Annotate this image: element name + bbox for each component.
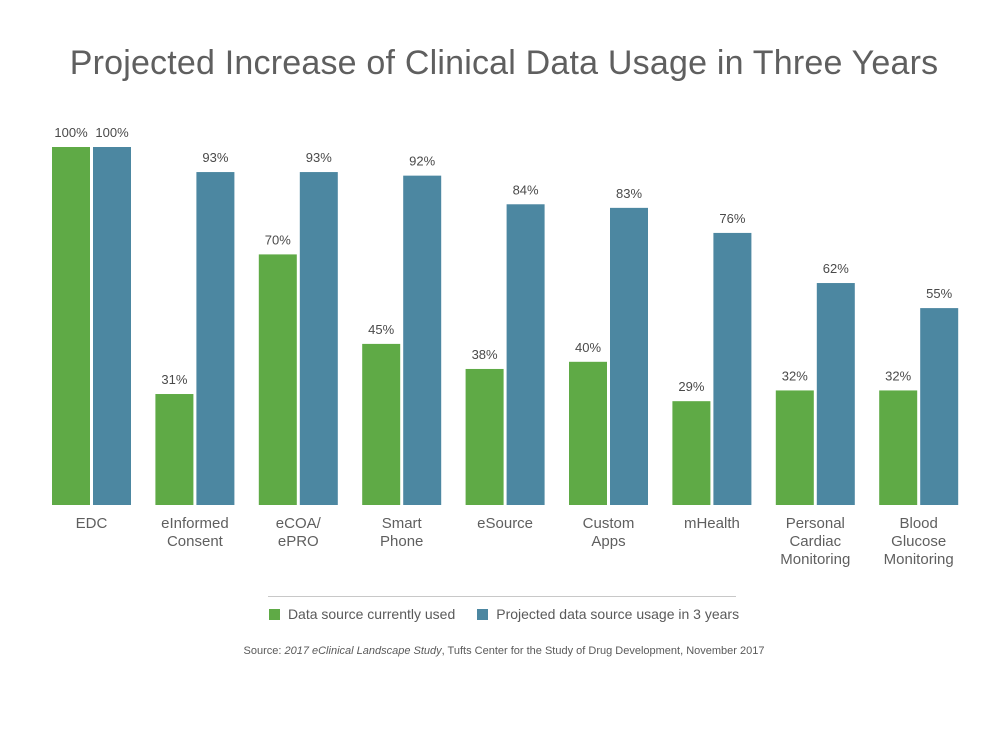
- category-label: Smart Phone: [380, 515, 423, 550]
- bar-group: 29% 76% mHealth: [672, 211, 752, 532]
- data-label-current: 31%: [161, 372, 187, 387]
- data-label-current: 70%: [265, 232, 291, 247]
- category-label-line: Monitoring: [780, 551, 850, 568]
- category-label-line: Phone: [380, 533, 423, 550]
- legend-divider: [268, 596, 736, 597]
- category-label: eSource: [477, 515, 533, 532]
- bar-current: [879, 390, 918, 505]
- bar-projected: [196, 172, 235, 505]
- bar-group: 32% 55% Blood Glucose Monitoring: [879, 286, 959, 568]
- category-label-line: mHealth: [684, 515, 740, 532]
- category-label: eCOA/ePRO: [276, 515, 322, 550]
- bar-projected: [920, 308, 959, 505]
- data-label-projected: 93%: [202, 150, 228, 165]
- category-label: mHealth: [684, 515, 740, 532]
- bar-projected: [610, 207, 648, 506]
- data-label-current: 29%: [678, 379, 704, 394]
- source-note: Source: 2017 eClinical Landscape Study, …: [0, 645, 1008, 657]
- bar-chart: 100% 100% EDC 31% 93% eInformed Consent 70% 93% e…: [52, 125, 959, 568]
- bar-group: 38% 84% eSource: [465, 182, 545, 532]
- bar-current: [52, 147, 90, 505]
- bar-projected: [93, 147, 131, 505]
- bar-current: [258, 254, 297, 505]
- data-label-current: 40%: [575, 340, 601, 355]
- category-label-line: Personal: [786, 515, 845, 532]
- category-label: eInformed Consent: [161, 515, 229, 550]
- legend-label-current: Data source currently used: [287, 606, 456, 622]
- data-label-current: 32%: [885, 368, 911, 383]
- bar-current: [569, 361, 607, 505]
- bar-projected: [403, 175, 442, 505]
- bar-projected: [816, 283, 855, 505]
- data-label-projected: 84%: [513, 182, 539, 197]
- bar-projected: [299, 172, 338, 505]
- category-label-line: Apps: [591, 533, 625, 550]
- source-study: 2017 eClinical Landscape Study: [284, 645, 442, 657]
- bar-projected: [713, 232, 752, 506]
- category-label-line: eCOA/: [276, 515, 322, 532]
- category-label-line: Monitoring: [884, 551, 954, 568]
- bar-group: 45% 92% Smart Phone: [362, 154, 442, 550]
- source-prefix: Source:: [243, 645, 285, 657]
- category-label-line: Cardiac: [789, 533, 841, 550]
- data-label-current: 32%: [782, 368, 808, 383]
- data-label-projected: 83%: [616, 186, 642, 201]
- data-label-projected: 76%: [719, 211, 745, 226]
- category-label-line: Blood: [900, 515, 938, 532]
- bar-current: [775, 390, 814, 505]
- legend-item-projected: Projected data source usage in 3 years: [477, 606, 739, 622]
- bar-current: [672, 401, 711, 505]
- category-label-line: eInformed: [161, 515, 229, 532]
- chart-title: Projected Increase of Clinical Data Usag…: [69, 44, 939, 82]
- category-label-line: ePRO: [278, 533, 319, 550]
- category-label: Blood Glucose Monitoring: [884, 515, 954, 568]
- category-label-line: Glucose: [891, 533, 946, 550]
- bar-group: 31% 93% eInformed Consent: [155, 150, 235, 550]
- data-label-current: 100%: [54, 125, 88, 140]
- data-label-projected: 55%: [926, 286, 952, 301]
- source-suffix: , Tufts Center for the Study of Drug Dev…: [441, 645, 765, 657]
- bar-current: [155, 394, 194, 505]
- legend-swatch-projected: [477, 608, 489, 620]
- bar-group: 40% 83% Custom Apps: [569, 186, 648, 550]
- legend-label-projected: Projected data source usage in 3 years: [496, 606, 740, 622]
- category-label: Personal Cardiac Monitoring: [780, 515, 850, 568]
- bar-current: [465, 368, 504, 505]
- category-label: Custom Apps: [583, 515, 635, 550]
- data-label-projected: 92%: [409, 154, 435, 169]
- category-label-line: Consent: [167, 533, 224, 550]
- bar-group: 70% 93% eCOA/ePRO: [258, 150, 338, 550]
- legend-item-current: Data source currently used: [268, 606, 456, 622]
- bar-group: 100% 100% EDC: [52, 125, 131, 532]
- data-label-current: 45%: [368, 322, 394, 337]
- category-label-line: Smart: [382, 515, 423, 532]
- bar-projected: [506, 204, 545, 505]
- data-label-projected: 62%: [823, 261, 849, 276]
- bar-current: [362, 343, 401, 505]
- category-label-line: EDC: [76, 515, 108, 532]
- data-label-current: 38%: [472, 347, 498, 362]
- legend: Data source currently used Projected dat…: [0, 606, 1008, 622]
- bar-group: 32% 62% Personal Cardiac Monitoring: [775, 261, 855, 568]
- data-label-projected: 100%: [95, 125, 129, 140]
- data-label-projected: 93%: [306, 150, 332, 165]
- category-label-line: Custom: [583, 515, 635, 532]
- category-label: EDC: [76, 515, 108, 532]
- legend-swatch-current: [268, 608, 280, 620]
- category-label-line: eSource: [477, 515, 533, 532]
